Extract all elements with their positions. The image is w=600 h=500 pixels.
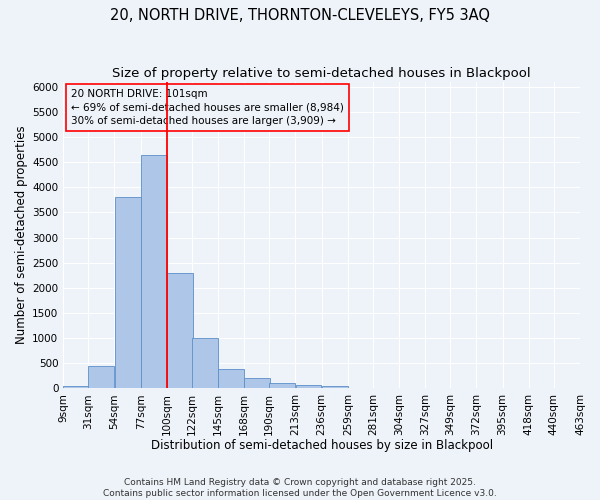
- Bar: [244, 378, 270, 388]
- Bar: [64, 386, 89, 388]
- Bar: [141, 154, 167, 388]
- Bar: [88, 366, 115, 388]
- Text: 20, NORTH DRIVE, THORNTON-CLEVELEYS, FY5 3AQ: 20, NORTH DRIVE, THORNTON-CLEVELEYS, FY5…: [110, 8, 490, 22]
- Text: Contains HM Land Registry data © Crown copyright and database right 2025.
Contai: Contains HM Land Registry data © Crown c…: [103, 478, 497, 498]
- Y-axis label: Number of semi-detached properties: Number of semi-detached properties: [15, 126, 28, 344]
- Bar: [218, 369, 244, 388]
- Bar: [192, 338, 218, 388]
- Bar: [296, 385, 322, 388]
- X-axis label: Distribution of semi-detached houses by size in Blackpool: Distribution of semi-detached houses by …: [151, 440, 493, 452]
- Bar: [322, 386, 347, 388]
- Bar: [269, 384, 295, 388]
- Title: Size of property relative to semi-detached houses in Blackpool: Size of property relative to semi-detach…: [112, 68, 531, 80]
- Bar: [115, 198, 140, 388]
- Text: 20 NORTH DRIVE: 101sqm
← 69% of semi-detached houses are smaller (8,984)
30% of : 20 NORTH DRIVE: 101sqm ← 69% of semi-det…: [71, 90, 344, 126]
- Bar: [167, 272, 193, 388]
